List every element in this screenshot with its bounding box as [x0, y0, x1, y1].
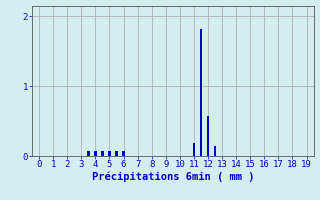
Bar: [87, 151, 90, 156]
Bar: [101, 151, 104, 156]
Bar: [122, 151, 125, 156]
X-axis label: Précipitations 6min ( mm ): Précipitations 6min ( mm ): [92, 172, 254, 182]
Bar: [108, 151, 111, 156]
Bar: [94, 151, 97, 156]
Bar: [115, 151, 118, 156]
Bar: [214, 146, 216, 156]
Bar: [200, 29, 202, 156]
Bar: [193, 143, 195, 156]
Bar: [207, 116, 209, 156]
